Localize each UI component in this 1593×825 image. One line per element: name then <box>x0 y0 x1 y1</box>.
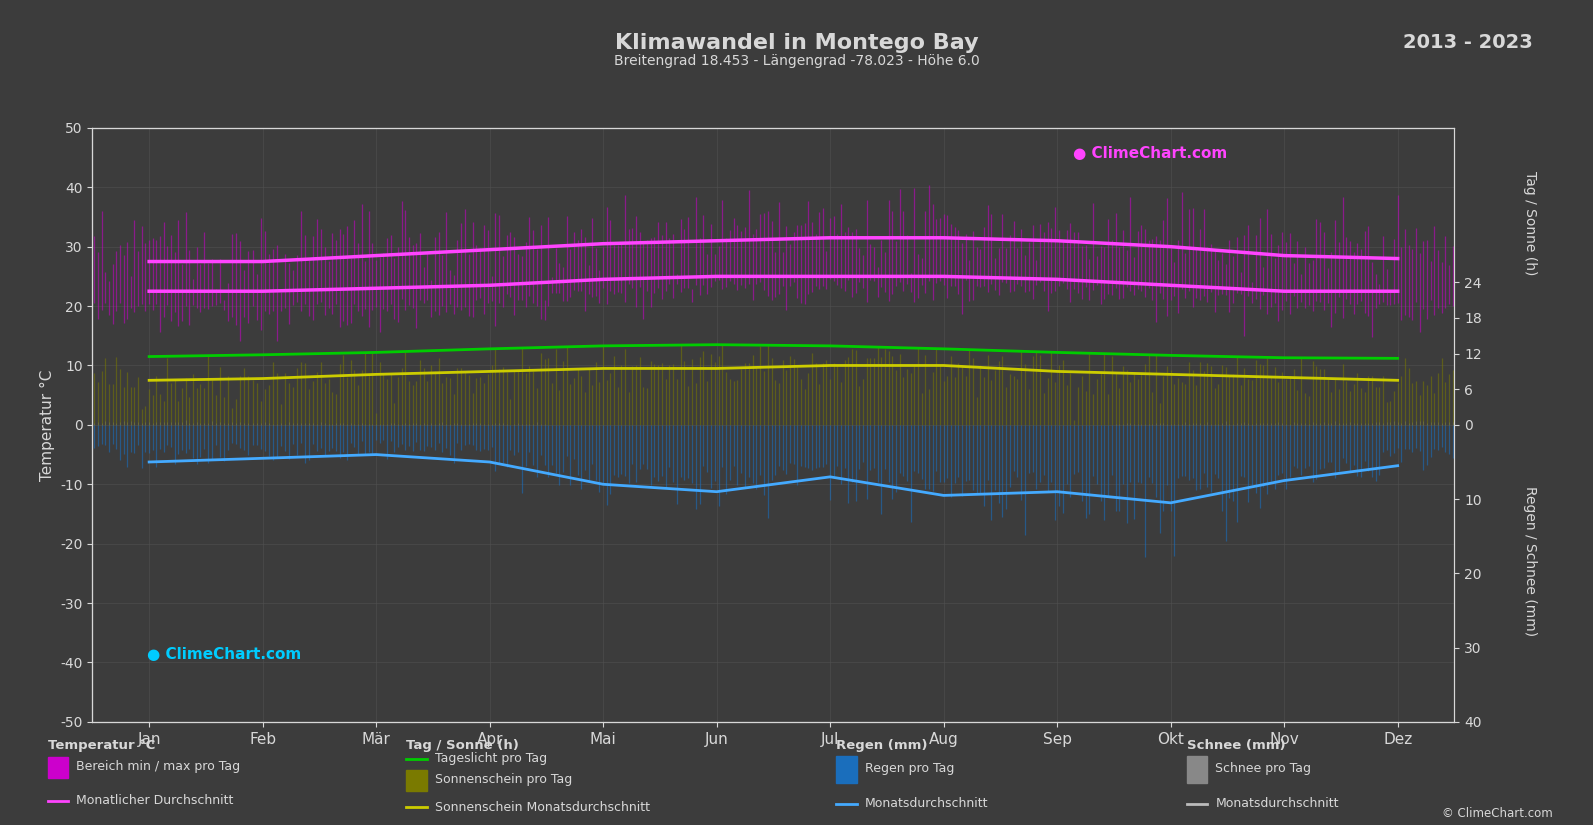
Text: Regen (mm): Regen (mm) <box>836 739 927 752</box>
Text: ● ClimeChart.com: ● ClimeChart.com <box>147 648 301 662</box>
Bar <box>1187 756 1207 783</box>
Text: Breitengrad 18.453 - Längengrad -78.023 - Höhe 6.0: Breitengrad 18.453 - Längengrad -78.023 … <box>613 54 980 68</box>
Bar <box>48 757 68 778</box>
Bar <box>836 756 857 783</box>
Text: Schnee (mm): Schnee (mm) <box>1187 739 1286 752</box>
Text: Regen pro Tag: Regen pro Tag <box>865 762 954 775</box>
Text: Monatlicher Durchschnitt: Monatlicher Durchschnitt <box>76 794 234 807</box>
Y-axis label: Temperatur °C: Temperatur °C <box>40 370 54 480</box>
Text: ● ClimeChart.com: ● ClimeChart.com <box>1074 146 1227 161</box>
Text: Regen / Schnee (mm): Regen / Schnee (mm) <box>1523 486 1537 636</box>
Bar <box>406 770 427 791</box>
Text: Sonnenschein pro Tag: Sonnenschein pro Tag <box>435 773 572 785</box>
Text: 2013 - 2023: 2013 - 2023 <box>1403 33 1532 52</box>
Text: Bereich min / max pro Tag: Bereich min / max pro Tag <box>76 760 241 773</box>
Text: Monatsdurchschnitt: Monatsdurchschnitt <box>1215 797 1340 810</box>
Text: Klimawandel in Montego Bay: Klimawandel in Montego Bay <box>615 33 978 53</box>
Text: Schnee pro Tag: Schnee pro Tag <box>1215 762 1311 775</box>
Text: Tag / Sonne (h): Tag / Sonne (h) <box>1523 171 1537 275</box>
Text: Sonnenschein Monatsdurchschnitt: Sonnenschein Monatsdurchschnitt <box>435 801 650 814</box>
Text: Tageslicht pro Tag: Tageslicht pro Tag <box>435 752 546 766</box>
Text: Tag / Sonne (h): Tag / Sonne (h) <box>406 739 519 752</box>
Text: © ClimeChart.com: © ClimeChart.com <box>1442 807 1553 820</box>
Text: Temperatur °C: Temperatur °C <box>48 739 155 752</box>
Text: Monatsdurchschnitt: Monatsdurchschnitt <box>865 797 989 810</box>
